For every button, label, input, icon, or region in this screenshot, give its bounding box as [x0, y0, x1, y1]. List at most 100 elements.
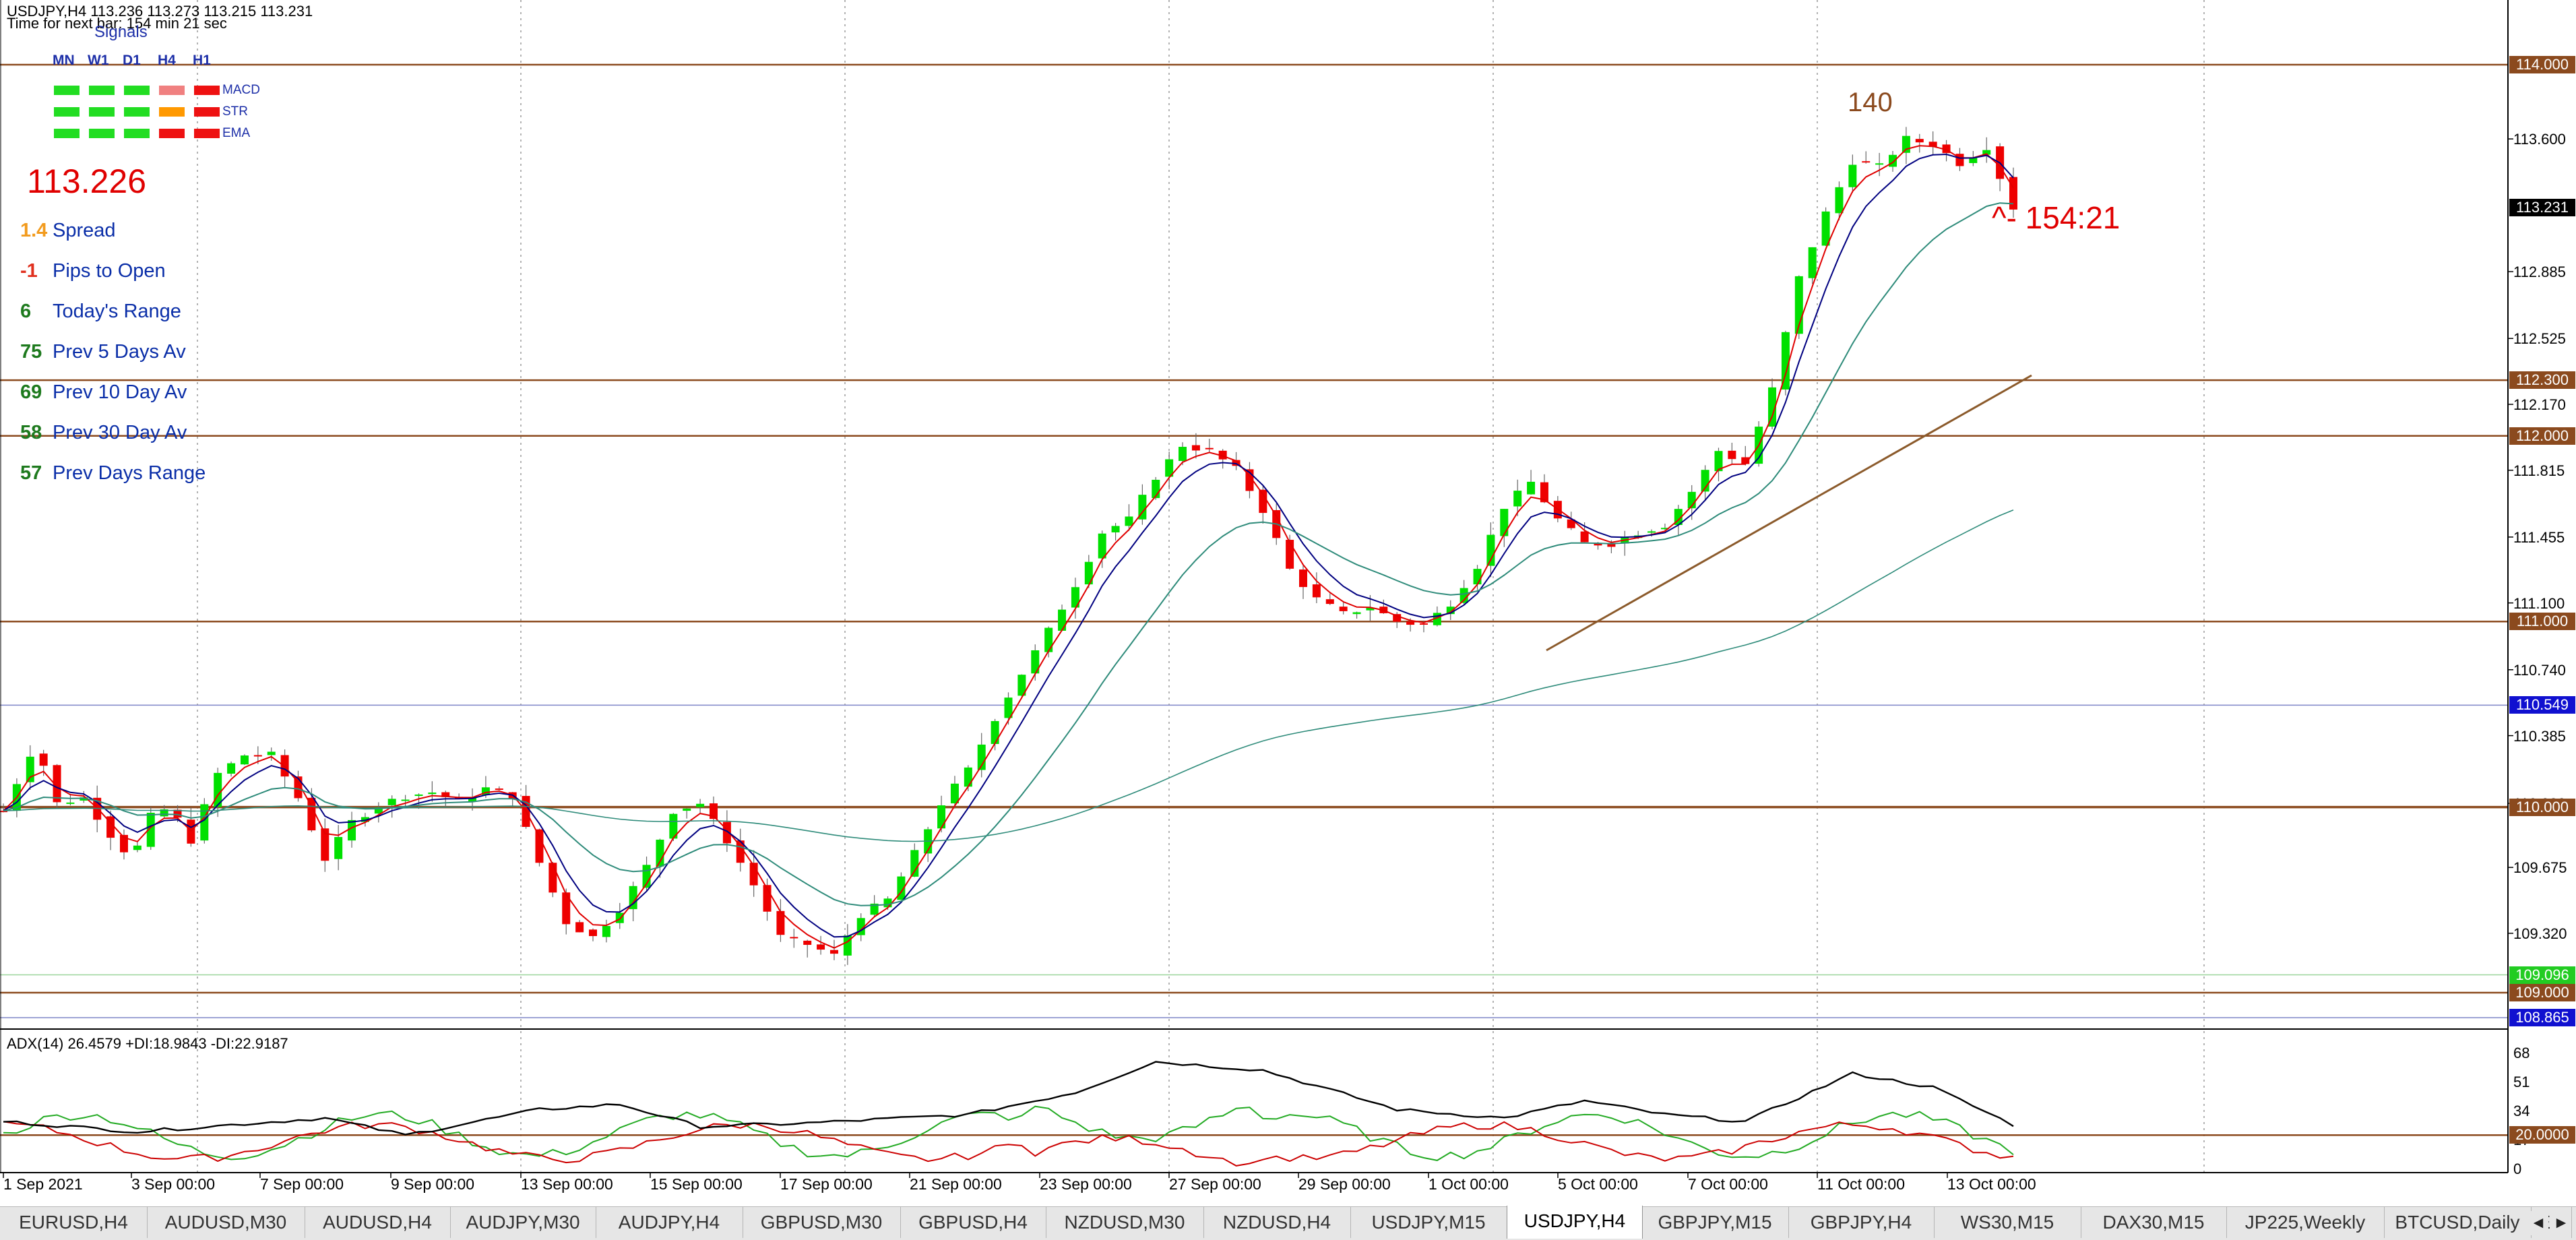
info-label: Prev 5 Days Av: [53, 341, 186, 363]
info-label: Prev Days Range: [53, 462, 206, 484]
signal-timeframe-mn: MN: [53, 53, 75, 68]
adx-axis-label: 51: [2513, 1073, 2530, 1090]
tab-dax30-m15[interactable]: DAX30,M15: [2081, 1207, 2227, 1238]
tab-audusd-h4[interactable]: AUDUSD,H4: [305, 1207, 451, 1238]
info-value: 75: [20, 341, 42, 363]
price-axis-label: 111.815: [2513, 462, 2565, 479]
current-price: 113.226: [27, 162, 147, 200]
signal-cell: [124, 107, 150, 117]
tab-nzdusd-h4[interactable]: NZDUSD,H4: [1203, 1207, 1351, 1238]
signal-cell: [159, 129, 185, 138]
tab-gbpusd-m30[interactable]: GBPUSD,M30: [743, 1207, 901, 1238]
adx-title: ADX(14) 26.4579 +DI:18.9843 -DI:22.9187: [7, 1035, 288, 1052]
range-count-label: 140: [1848, 88, 1893, 117]
price-tag-level: 111.000: [2509, 613, 2575, 631]
adx-indicator: [0, 1061, 2508, 1167]
signal-cell: [159, 86, 185, 95]
signal-cell: [159, 107, 185, 117]
time-axis-label: 1 Sep 2021: [3, 1175, 83, 1193]
time-axis-label: 27 Sep 00:00: [1169, 1175, 1261, 1193]
signal-cell: [54, 129, 80, 138]
signals-title: Signals: [94, 23, 148, 41]
candlestick-series: [0, 127, 2017, 965]
signal-row-label: MACD: [222, 83, 260, 97]
price-axis-label: 113.600: [2513, 131, 2566, 148]
info-label: Prev 10 Day Av: [53, 381, 187, 403]
price-axis-label: 109.675: [2513, 859, 2567, 877]
info-row: 1.4 Spread: [20, 220, 116, 242]
chart-tab-bar: EURUSD,H4 AUDUSD,M30 AUDUSD,H4 AUDJPY,M30 AU…: [0, 1206, 2576, 1240]
signal-cell: [194, 129, 220, 138]
info-value: 6: [20, 301, 32, 322]
moving-averages: [3, 145, 2014, 949]
tab-eurusd-h4[interactable]: EURUSD,H4: [0, 1207, 148, 1238]
signal-cell: [194, 107, 220, 117]
price-axis-label: 112.525: [2513, 330, 2566, 348]
adx-level-tag: 20.0000: [2509, 1126, 2575, 1144]
signal-cell: [194, 86, 220, 95]
signal-timeframe-d1: D1: [123, 53, 141, 68]
signal-cell: [54, 86, 80, 95]
price-tag-blue: 110.549: [2509, 696, 2575, 714]
signal-timeframe-h1: H1: [193, 53, 211, 68]
time-axis-label: 5 Oct 00:00: [1558, 1175, 1638, 1193]
time-axis-label: 7 Sep 00:00: [260, 1175, 344, 1193]
info-row: 6 Today's Range: [20, 301, 181, 323]
tab-gbpjpy-m15[interactable]: GBPJPY,M15: [1641, 1207, 1789, 1238]
info-row: 58 Prev 30 Day Av: [20, 422, 187, 444]
signal-timeframe-w1: W1: [88, 53, 109, 68]
price-axis-label: 109.320: [2513, 925, 2567, 942]
tab-usdjpy-h4[interactable]: USDJPY,H4: [1507, 1206, 1643, 1239]
tab-audjpy-m30[interactable]: AUDJPY,M30: [450, 1207, 596, 1238]
time-axis-label: 15 Sep 00:00: [650, 1175, 743, 1193]
info-row: 75 Prev 5 Days Av: [20, 341, 186, 363]
tab-ws30-m15[interactable]: WS30,M15: [1934, 1207, 2081, 1238]
price-axis-label: 111.455: [2513, 528, 2565, 546]
chart-window[interactable]: USDJPY,H4 113.236 113.273 113.215 113.23…: [0, 0, 2576, 1206]
signal-cell: [124, 129, 150, 138]
signal-row-label: EMA: [222, 126, 251, 140]
time-axis-label: 9 Sep 00:00: [391, 1175, 475, 1193]
price-chart[interactable]: [0, 0, 2576, 1206]
info-value: 69: [20, 381, 42, 403]
time-axis-label: 23 Sep 00:00: [1040, 1175, 1132, 1193]
price-axis-label: 110.385: [2513, 727, 2566, 745]
tab-btcusd-daily[interactable]: BTCUSD,Daily: [2384, 1207, 2532, 1238]
info-label: Spread: [53, 220, 116, 241]
tab-scroll-left-icon[interactable]: ◄: [2528, 1211, 2548, 1235]
price-axis-label: 112.885: [2513, 264, 2566, 281]
time-axis-label: 11 Oct 00:00: [1817, 1175, 1905, 1193]
time-axis-label: 13 Sep 00:00: [521, 1175, 613, 1193]
adx-axis-label: 34: [2513, 1102, 2530, 1119]
tab-scroll-right-icon[interactable]: ►: [2551, 1211, 2571, 1235]
time-axis-label: 13 Oct 00:00: [1947, 1175, 2036, 1193]
signal-cell: [124, 86, 150, 95]
tab-jp225-weekly[interactable]: JP225,Weekly: [2226, 1207, 2385, 1238]
info-row: 69 Prev 10 Day Av: [20, 381, 187, 404]
time-axis-label: 17 Sep 00:00: [780, 1175, 873, 1193]
tab-usdjpy-m15[interactable]: USDJPY,M15: [1350, 1207, 1507, 1238]
price-axis-label: 110.740: [2513, 661, 2566, 679]
time-axis-label: 3 Sep 00:00: [131, 1175, 216, 1193]
price-tag-bid: 113.231: [2509, 198, 2575, 216]
signal-cell: [89, 129, 115, 138]
signal-timeframe-h4: H4: [158, 53, 176, 68]
time-axis-label: 7 Oct 00:00: [1688, 1175, 1768, 1193]
tab-audjpy-h4[interactable]: AUDJPY,H4: [596, 1207, 743, 1238]
info-label: Today's Range: [53, 301, 181, 322]
info-value: -1: [20, 260, 38, 282]
adx-axis-label: 68: [2513, 1044, 2530, 1061]
price-tag-level: 109.000: [2509, 984, 2575, 1001]
bar-timer: Time for next bar: 154 min 21 sec: [7, 15, 227, 32]
tab-audusd-m30[interactable]: AUDUSD,M30: [147, 1207, 305, 1238]
price-tag-level: 112.300: [2509, 371, 2575, 390]
time-axis-label: 21 Sep 00:00: [910, 1175, 1002, 1193]
tab-gbpjpy-h4[interactable]: GBPJPY,H4: [1788, 1207, 1935, 1238]
price-axis-label: 112.170: [2513, 396, 2566, 413]
tab-gbpusd-h4[interactable]: GBPUSD,H4: [900, 1207, 1046, 1238]
info-value: 58: [20, 422, 42, 443]
info-row: -1 Pips to Open: [20, 260, 166, 282]
trendline[interactable]: [1546, 374, 2032, 652]
info-value: 1.4: [20, 220, 48, 241]
tab-nzdusd-m30[interactable]: NZDUSD,M30: [1046, 1207, 1204, 1238]
